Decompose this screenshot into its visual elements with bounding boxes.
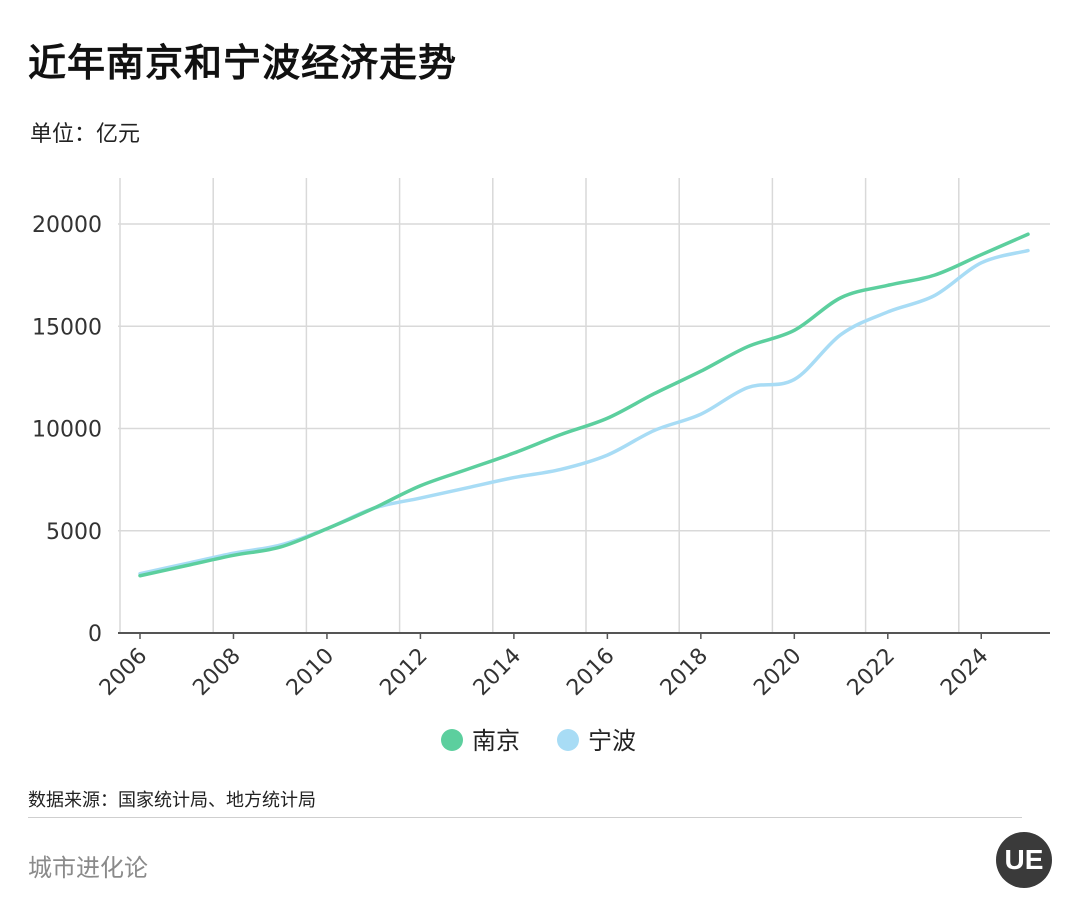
series-line-ningbo bbox=[138, 248, 1030, 576]
x-tick-label: 2006 bbox=[95, 644, 152, 701]
legend-label: 宁波 bbox=[588, 727, 636, 755]
grid bbox=[118, 178, 1050, 633]
data-source: 数据来源：国家统计局、地方统计局 bbox=[28, 790, 316, 811]
x-tick-label: 2018 bbox=[656, 644, 713, 701]
x-tick-label: 2010 bbox=[282, 644, 339, 701]
legend-marker bbox=[441, 729, 463, 751]
footer-divider bbox=[28, 817, 1022, 818]
chart-title: 近年南京和宁波经济走势 bbox=[28, 41, 458, 85]
legend-marker bbox=[557, 729, 579, 751]
x-tick-label: 2020 bbox=[749, 644, 806, 701]
series-line-nanjing bbox=[138, 232, 1030, 578]
axes: 0 5000 10000 15000 20000 2006 2008 2010 2012 2014… bbox=[32, 213, 1050, 701]
x-tick-label: 2012 bbox=[375, 644, 432, 701]
series-lines bbox=[138, 232, 1030, 578]
y-tick-label: 20000 bbox=[32, 213, 102, 238]
x-tick-label: 2016 bbox=[562, 644, 619, 701]
x-tick-label: 2008 bbox=[188, 644, 245, 701]
line-chart: 0 5000 10000 15000 20000 2006 2008 2010 2012 2014… bbox=[32, 178, 1050, 755]
y-tick-label: 15000 bbox=[32, 315, 102, 340]
y-tick-label: 10000 bbox=[32, 418, 102, 443]
unit-label: 单位：亿元 bbox=[30, 122, 141, 147]
y-tick-label: 5000 bbox=[46, 520, 102, 545]
x-tick-label: 2014 bbox=[469, 644, 526, 701]
legend: 南京 宁波 bbox=[441, 727, 636, 755]
legend-label: 南京 bbox=[472, 727, 520, 755]
x-tick-label: 2022 bbox=[843, 644, 900, 701]
brand-name: 城市进化论 bbox=[28, 854, 148, 882]
brand-logo: UE bbox=[996, 832, 1052, 888]
y-tick-label: 0 bbox=[88, 622, 102, 647]
x-tick-label: 2024 bbox=[936, 644, 993, 701]
